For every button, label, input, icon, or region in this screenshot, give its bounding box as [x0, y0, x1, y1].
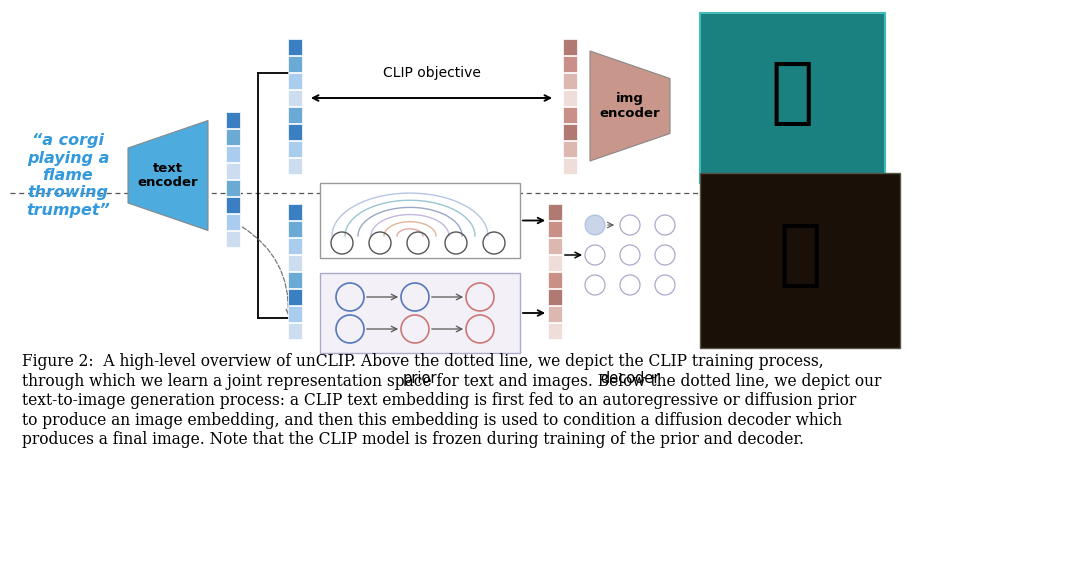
Bar — [548, 238, 562, 254]
Bar — [288, 238, 302, 254]
Bar — [226, 197, 240, 212]
Text: “a corgi
playing a
flame
throwing
trumpet”: “a corgi playing a flame throwing trumpe… — [26, 133, 110, 218]
Text: Figure 2:  A high-level overview of unCLIP. Above the dotted line, we depict the: Figure 2: A high-level overview of unCLI… — [22, 353, 881, 448]
Circle shape — [585, 215, 605, 235]
Bar — [288, 124, 302, 140]
Bar — [563, 90, 577, 106]
Bar — [563, 73, 577, 89]
Bar — [288, 90, 302, 106]
Bar — [226, 128, 240, 144]
Bar — [288, 56, 302, 72]
Bar — [320, 273, 519, 353]
Bar — [548, 289, 562, 305]
Bar — [548, 221, 562, 237]
Bar — [548, 204, 562, 220]
Bar — [226, 162, 240, 178]
Bar — [288, 39, 302, 55]
Bar — [288, 221, 302, 237]
Text: CLIP objective: CLIP objective — [382, 66, 481, 80]
Bar — [226, 145, 240, 161]
Bar — [700, 13, 885, 183]
Bar — [288, 306, 302, 322]
Bar — [288, 158, 302, 174]
Bar — [548, 255, 562, 271]
Text: decoder: decoder — [600, 371, 660, 386]
Polygon shape — [590, 51, 670, 161]
Bar — [288, 204, 302, 220]
Bar — [226, 111, 240, 127]
Bar — [700, 173, 900, 348]
Text: 🐕: 🐕 — [779, 221, 822, 290]
Bar — [548, 323, 562, 339]
Bar — [563, 124, 577, 140]
Bar — [320, 183, 519, 258]
Text: 🐕: 🐕 — [771, 59, 814, 127]
Bar — [548, 306, 562, 322]
Bar — [288, 255, 302, 271]
Text: text
encoder: text encoder — [137, 161, 199, 190]
Bar — [226, 214, 240, 229]
Bar — [563, 158, 577, 174]
Bar — [288, 141, 302, 157]
Bar — [563, 39, 577, 55]
Bar — [563, 107, 577, 123]
Text: prior: prior — [403, 371, 437, 386]
Text: img
encoder: img encoder — [599, 92, 660, 120]
Bar — [563, 141, 577, 157]
Bar — [288, 73, 302, 89]
Bar — [288, 107, 302, 123]
Bar — [288, 323, 302, 339]
Bar — [288, 289, 302, 305]
Bar — [226, 231, 240, 247]
Polygon shape — [129, 120, 208, 231]
Bar — [226, 179, 240, 195]
Bar — [563, 56, 577, 72]
Bar — [288, 272, 302, 288]
Bar — [548, 272, 562, 288]
